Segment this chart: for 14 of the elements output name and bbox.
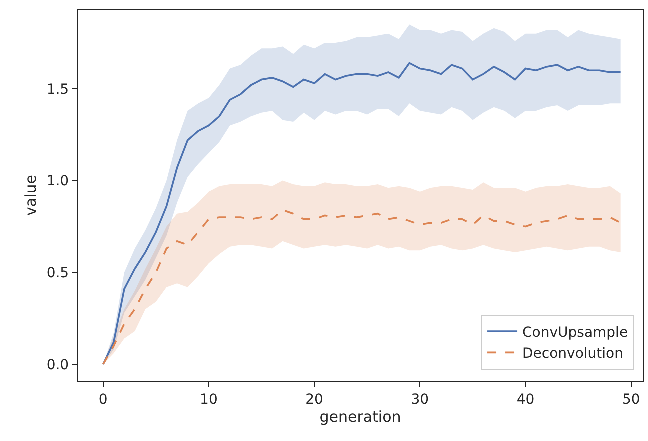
y-tick-label: 0.0 — [46, 357, 70, 374]
x-tick-label: 40 — [516, 392, 535, 408]
x-axis-title: generation — [320, 408, 402, 426]
legend-label: Deconvolution — [522, 346, 624, 362]
legend-label: ConvUpsample — [522, 324, 628, 341]
x-tick-label: 0 — [98, 392, 108, 408]
y-tick-label: 1.5 — [46, 82, 70, 98]
y-tick-label: 1.0 — [46, 174, 70, 190]
y-axis-title: value — [22, 175, 40, 216]
x-tick-label: 30 — [411, 392, 430, 408]
y-tick-label: 0.5 — [46, 266, 70, 282]
x-tick-label: 10 — [200, 392, 218, 408]
x-tick-label: 50 — [622, 392, 640, 408]
x-tick-label: 20 — [306, 392, 324, 408]
